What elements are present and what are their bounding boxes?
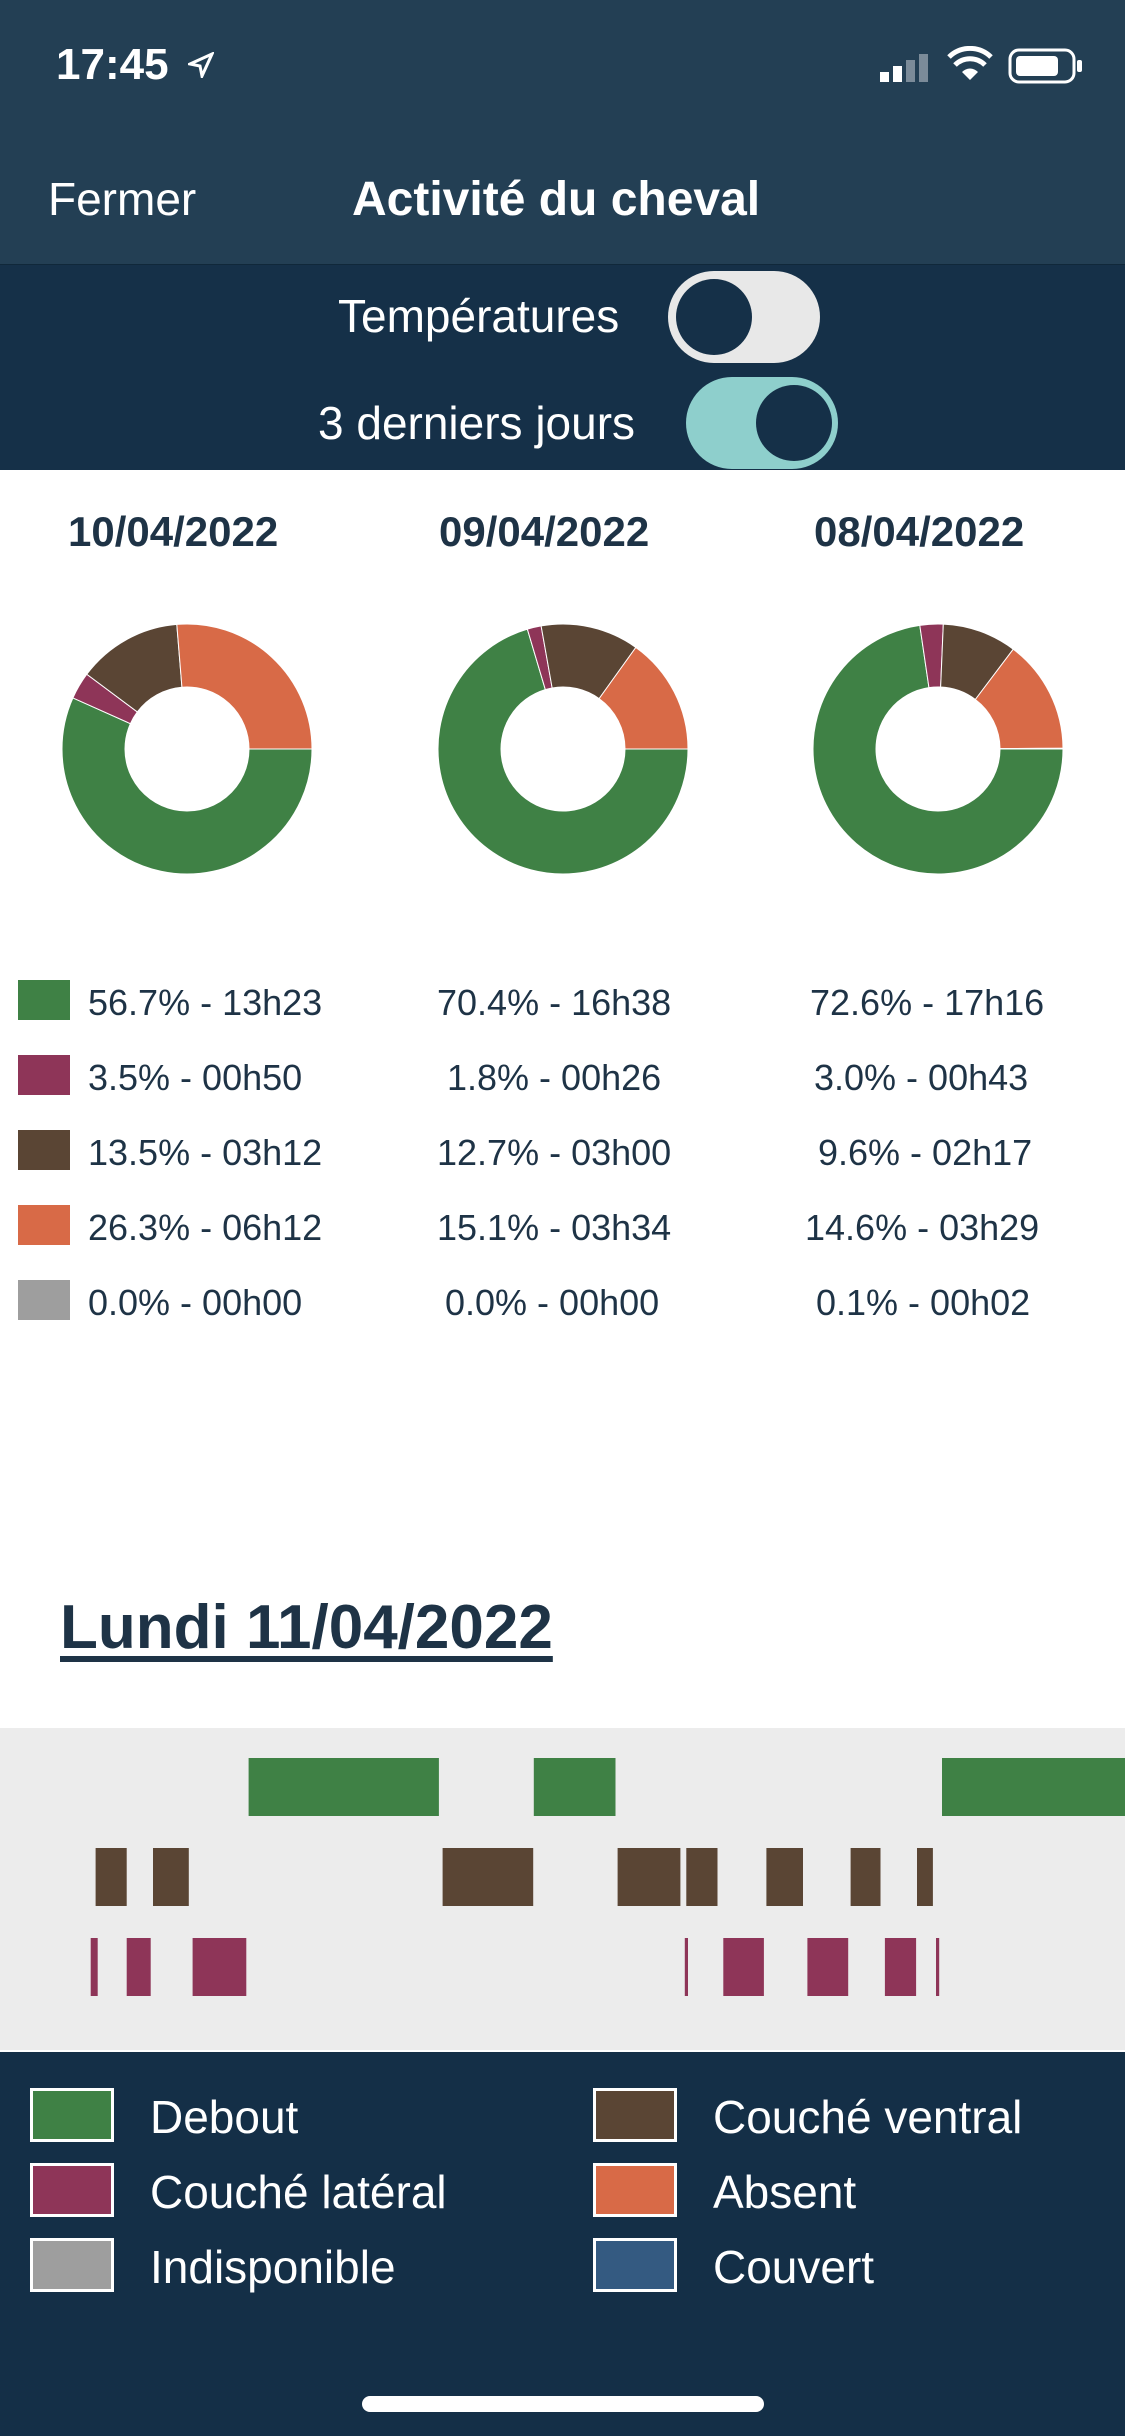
close-button[interactable]: Fermer: [48, 173, 197, 225]
status-bar: 17:45: [0, 0, 1125, 132]
timeline-bar-couche-ventral: [617, 1848, 681, 1906]
home-indicator[interactable]: [362, 2396, 764, 2412]
navigation-bar: Fermer Activité du cheval: [0, 132, 1125, 265]
legend-swatch-couche-lateral: [30, 2163, 114, 2217]
stat-value: 9.6% - 02h17: [818, 1132, 1033, 1173]
stat-value: 26.3% - 06h12: [88, 1207, 323, 1248]
legend-swatch-couche-ventral: [18, 1130, 70, 1170]
temperatures-toggle[interactable]: [668, 271, 820, 363]
legend-label: Indisponible: [150, 2241, 396, 2293]
last-3-days-label: 3 derniers jours: [318, 397, 636, 449]
stat-value: 0.0% - 00h00: [445, 1282, 660, 1323]
slice-indisponible: [999, 747, 1064, 750]
timeline-bar-couche-ventral: [153, 1848, 189, 1906]
legend-panel: Debout Couché ventral Couché latéral Abs…: [0, 2052, 1125, 2436]
donut-chart: [812, 623, 1064, 875]
timeline-bar-debout: [533, 1758, 616, 1816]
status-time: 17:45: [56, 40, 169, 89]
timeline-bars: [90, 1758, 1125, 1996]
timeline-bar-couche-lateral: [192, 1938, 247, 1996]
wifi-icon: [947, 45, 993, 87]
battery-icon: [1008, 48, 1084, 89]
stat-value: 15.1% - 03h34: [437, 1207, 672, 1248]
stat-value: 0.1% - 00h02: [816, 1282, 1031, 1323]
legend-label: Debout: [150, 2091, 299, 2143]
date-label: 10/04/2022: [68, 508, 279, 555]
stat-value: 3.5% - 00h50: [88, 1057, 303, 1098]
stat-value: 3.0% - 00h43: [814, 1057, 1029, 1098]
activity-timeline: [0, 1728, 1125, 2050]
slice-absent: [598, 646, 689, 750]
temperatures-label: Températures: [338, 290, 620, 342]
timeline-bar-couche-lateral: [807, 1938, 849, 1996]
donut-chart: [437, 623, 689, 875]
toggle-knob: [676, 279, 752, 355]
legend-swatch-couvert: [593, 2238, 677, 2292]
stat-value: 72.6% - 17h16: [810, 982, 1045, 1023]
timeline-bar-debout: [942, 1758, 1125, 1816]
date-label: 09/04/2022: [439, 508, 650, 555]
slice-debout: [437, 628, 689, 875]
toggle-panel: Températures 3 derniers jours: [0, 265, 1125, 470]
timeline-bar-couche-ventral: [850, 1848, 881, 1906]
timeline-bar-couche-lateral: [126, 1938, 151, 1996]
legend-label: Couché latéral: [150, 2166, 447, 2218]
stat-value: 1.8% - 00h26: [447, 1057, 662, 1098]
slice-debout: [61, 697, 313, 875]
timeline-bar-debout: [248, 1758, 439, 1816]
stat-value: 14.6% - 03h29: [805, 1207, 1040, 1248]
slice-absent: [176, 623, 313, 750]
day-title[interactable]: Lundi 11/04/2022: [60, 1593, 553, 1662]
stat-value: 12.7% - 03h00: [437, 1132, 672, 1173]
timeline-bar-couche-lateral: [684, 1938, 688, 1996]
timeline-bar-couche-ventral: [766, 1848, 803, 1906]
legend-label: Absent: [713, 2166, 857, 2218]
legend-swatch-indisponible: [30, 2238, 114, 2292]
legend-swatch-indisponible: [18, 1280, 70, 1320]
legend-swatch-debout: [18, 980, 70, 1020]
timeline-bar-couche-ventral: [442, 1848, 534, 1906]
stat-value: 0.0% - 00h00: [88, 1282, 303, 1323]
last-3-days-toggle[interactable]: [686, 377, 838, 469]
page-title: Activité du cheval: [352, 173, 761, 226]
timeline-bar-couche-lateral: [723, 1938, 764, 1996]
stat-value: 13.5% - 03h12: [88, 1132, 323, 1173]
stat-value: 70.4% - 16h38: [437, 982, 672, 1023]
timeline-bar-couche-ventral: [917, 1848, 933, 1906]
legend-label: Couvert: [713, 2241, 875, 2293]
legend-swatch-couche-lateral: [18, 1055, 70, 1095]
signal-icon: [880, 52, 936, 87]
timeline-bar-couche-lateral: [90, 1938, 98, 1996]
donut-chart: [61, 623, 313, 875]
location-icon: [185, 50, 216, 81]
timeline-bar-couche-ventral: [686, 1848, 718, 1906]
toggle-knob: [756, 385, 832, 461]
legend-swatch-couche-ventral: [593, 2088, 677, 2142]
timeline-bar-couche-lateral: [936, 1938, 940, 1996]
legend-label: Couché ventral: [713, 2091, 1023, 2143]
slice-debout: [812, 624, 1064, 875]
date-label: 08/04/2022: [814, 508, 1025, 555]
legend-swatch-absent: [593, 2163, 677, 2217]
legend-swatch-absent: [18, 1205, 70, 1245]
stat-value: 56.7% - 13h23: [88, 982, 323, 1023]
legend-swatch-debout: [30, 2088, 114, 2142]
timeline-bar-couche-ventral: [95, 1848, 127, 1906]
timeline-bar-couche-lateral: [884, 1938, 917, 1996]
